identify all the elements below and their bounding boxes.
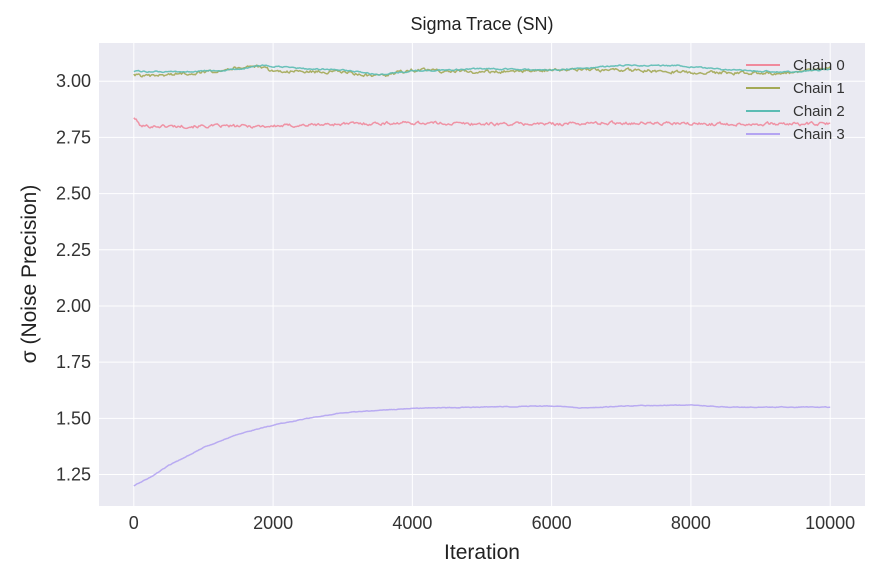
y-grid-lines: [99, 80, 865, 476]
x-tick-labels: 0 2000 4000 6000 8000 10000: [129, 513, 855, 533]
x-tick-label: 0: [129, 513, 139, 533]
y-tick-label: 2.25: [56, 240, 91, 260]
legend-label: Chain 1: [793, 80, 845, 97]
series-line-0: [133, 117, 831, 130]
x-tick-label: 6000: [532, 513, 572, 533]
plot-area: [99, 43, 865, 506]
y-tick-label: 1.50: [56, 408, 91, 428]
y-tick-label: 2.75: [56, 127, 91, 147]
y-tick-label: 1.25: [56, 465, 91, 485]
y-tick-label: 1.75: [56, 352, 91, 372]
chart-title: Sigma Trace (SN): [410, 14, 553, 34]
legend-label: Chain 0: [793, 57, 845, 74]
x-tick-label: 10000: [805, 513, 855, 533]
x-tick-label: 4000: [392, 513, 432, 533]
y-tick-label: 3.00: [56, 71, 91, 91]
series-lines: [133, 64, 831, 487]
x-tick-label: 8000: [671, 513, 711, 533]
series-line-1: [133, 64, 831, 78]
legend-label: Chain 3: [793, 126, 845, 143]
y-tick-labels: 1.25 1.50 1.75 2.00 2.25 2.50 2.75 3.00: [56, 71, 91, 484]
series-line-2: [133, 64, 831, 76]
series-line-3: [133, 404, 831, 487]
x-grid-lines: [133, 43, 831, 506]
y-axis-label: σ (Noise Precision): [18, 185, 41, 364]
legend-label: Chain 2: [793, 103, 845, 120]
legend: Chain 0 Chain 1 Chain 2 Chain 3: [746, 57, 845, 143]
x-tick-label: 2000: [253, 513, 293, 533]
x-axis-label: Iteration: [444, 541, 520, 564]
y-tick-label: 2.50: [56, 184, 91, 204]
y-tick-label: 2.00: [56, 296, 91, 316]
